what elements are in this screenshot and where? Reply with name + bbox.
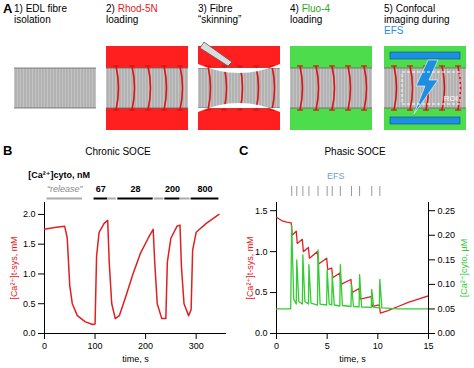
svg-text:0.0: 0.0 bbox=[255, 328, 268, 338]
svg-text:EFS: EFS bbox=[327, 171, 345, 181]
svg-text:ROI: ROI bbox=[444, 94, 458, 103]
svg-text:4) Fluo-4: 4) Fluo-4 bbox=[290, 3, 330, 14]
svg-text:0.20: 0.20 bbox=[438, 230, 456, 240]
svg-text:time, s: time, s bbox=[122, 354, 149, 364]
svg-text:EFS: EFS bbox=[384, 25, 404, 36]
svg-text:imaging during: imaging during bbox=[384, 14, 450, 25]
svg-text:A: A bbox=[3, 1, 13, 16]
svg-text:0.25: 0.25 bbox=[438, 206, 456, 216]
html-text:Phasic SOCE: Phasic SOCE bbox=[324, 146, 386, 157]
svg-text:0.05: 0.05 bbox=[438, 304, 456, 314]
svg-text:time, s: time, s bbox=[339, 354, 366, 364]
svg-text:100: 100 bbox=[88, 341, 103, 351]
svg-text:loading: loading bbox=[290, 14, 322, 25]
svg-text:67: 67 bbox=[96, 184, 106, 194]
svg-text:[Ca²⁺]cyto, µM: [Ca²⁺]cyto, µM bbox=[459, 239, 469, 297]
svg-text:0.5: 0.5 bbox=[23, 299, 36, 309]
svg-text:2) Rhod-5N: 2) Rhod-5N bbox=[106, 3, 158, 14]
svg-text:“release”: “release” bbox=[47, 184, 84, 194]
svg-text:1.0: 1.0 bbox=[23, 269, 36, 279]
svg-text:10: 10 bbox=[373, 341, 383, 351]
svg-text:1.5: 1.5 bbox=[255, 206, 268, 216]
svg-text:200: 200 bbox=[165, 184, 180, 194]
svg-text:[Ca²⁺]cyto, nM: [Ca²⁺]cyto, nM bbox=[28, 170, 90, 180]
svg-text:0.15: 0.15 bbox=[438, 255, 456, 265]
svg-text:2.0: 2.0 bbox=[23, 209, 36, 219]
svg-text:28: 28 bbox=[130, 184, 140, 194]
svg-text:[Ca²⁺]t-sys, mM: [Ca²⁺]t-sys, mM bbox=[9, 236, 19, 299]
html-text:B: B bbox=[3, 143, 13, 158]
svg-text:1.5: 1.5 bbox=[23, 239, 36, 249]
svg-text:[Ca²⁺]t-sys, mM: [Ca²⁺]t-sys, mM bbox=[245, 236, 255, 299]
svg-text:5) Confocal: 5) Confocal bbox=[384, 3, 435, 14]
html-text:C: C bbox=[239, 143, 249, 158]
svg-text:“skinning”: “skinning” bbox=[198, 14, 241, 25]
svg-text:0: 0 bbox=[42, 341, 47, 351]
svg-text:0: 0 bbox=[274, 341, 279, 351]
svg-text:200: 200 bbox=[138, 341, 153, 351]
svg-text:0.0: 0.0 bbox=[23, 328, 36, 338]
svg-text:isolation: isolation bbox=[14, 14, 51, 25]
svg-text:15: 15 bbox=[423, 341, 433, 351]
svg-text:0.00: 0.00 bbox=[438, 328, 456, 338]
svg-text:300: 300 bbox=[189, 341, 204, 351]
svg-text:0.5: 0.5 bbox=[255, 287, 268, 297]
svg-text:800: 800 bbox=[197, 184, 212, 194]
html-text:Chronic SOCE: Chronic SOCE bbox=[85, 146, 151, 157]
svg-text:1) EDL fibre: 1) EDL fibre bbox=[14, 3, 67, 14]
svg-text:0.10: 0.10 bbox=[438, 279, 456, 289]
svg-text:5: 5 bbox=[325, 341, 330, 351]
svg-text:3) Fibre: 3) Fibre bbox=[198, 3, 233, 14]
svg-text:loading: loading bbox=[106, 14, 138, 25]
svg-text:1.0: 1.0 bbox=[255, 247, 268, 257]
